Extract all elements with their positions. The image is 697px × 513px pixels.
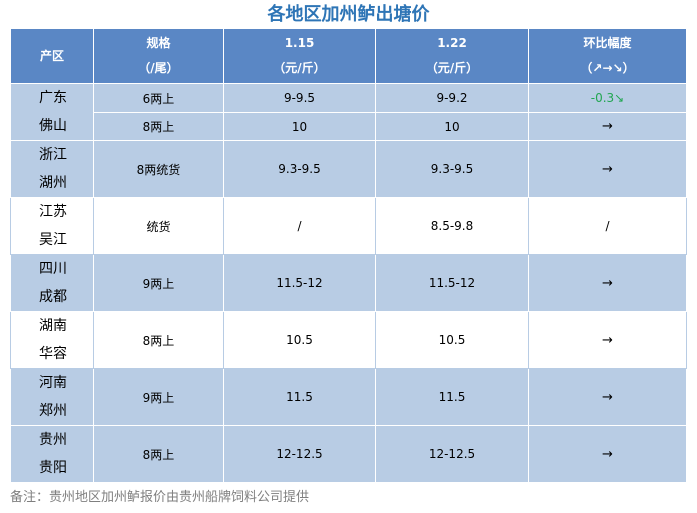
region-province: 浙江: [39, 147, 67, 163]
change-cell: →: [528, 368, 687, 426]
change-cell: →: [528, 254, 687, 312]
price2-cell: 11.5: [375, 368, 529, 426]
change-cell: -0.3↘: [528, 82, 687, 114]
region-province: 广东: [39, 90, 67, 106]
spec-cell: 8两上: [93, 112, 224, 141]
price-table: 产区 规格 （/尾） 1.15 （元/斤） 1.22 （元/斤） 环比幅度 （↗…: [10, 28, 687, 483]
header-spec-title: 规格: [146, 36, 171, 50]
region-cell: 贵州 贵阳: [10, 425, 94, 483]
header-change-unit: （↗→↘）: [580, 61, 635, 75]
spec-cell: 8两上: [93, 311, 224, 369]
spec-cell: 统货: [93, 197, 224, 255]
region-cell: 浙江 湖州: [10, 140, 94, 198]
price2-cell: 9.3-9.5: [375, 140, 529, 198]
price2-cell: 10: [375, 112, 529, 141]
price1-cell: 9-9.5: [223, 82, 376, 114]
region-province: 河南: [39, 375, 67, 391]
table-row: 河南 郑州 9两上 11.5 11.5 →: [10, 368, 687, 426]
spec-cell: 8两上: [93, 425, 224, 483]
region-city: 吴江: [39, 232, 67, 248]
region-cell: 江苏 吴江: [10, 197, 94, 255]
region-cell: 湖南 华容: [10, 311, 94, 369]
price2-cell: 12-12.5: [375, 425, 529, 483]
header-region: 产区: [10, 28, 94, 84]
price2-cell: 11.5-12: [375, 254, 529, 312]
change-cell: →: [528, 140, 687, 198]
region-city: 湖州: [39, 175, 67, 191]
region-city: 贵阳: [39, 460, 67, 476]
spec-cell: 6两上: [93, 82, 224, 114]
price1-cell: 11.5: [223, 368, 376, 426]
region-cell: 四川 成都: [10, 254, 94, 312]
header-change-title: 环比幅度: [583, 36, 632, 50]
price2-cell: 9-9.2: [375, 82, 529, 114]
footnote: 备注：贵州地区加州鲈报价由贵州船牌饲料公司提供: [10, 490, 310, 505]
header-date1-unit: （元/斤）: [273, 61, 326, 75]
region-cell: 河南 郑州: [10, 368, 94, 426]
price1-cell: 12-12.5: [223, 425, 376, 483]
change-cell: →: [528, 311, 687, 369]
region-province: 四川: [39, 261, 67, 277]
spec-cell: 9两上: [93, 254, 224, 312]
header-spec: 规格 （/尾）: [93, 28, 224, 84]
header-spec-unit: （/尾）: [138, 61, 179, 75]
price1-cell: 9.3-9.5: [223, 140, 376, 198]
header-change: 环比幅度 （↗→↘）: [528, 28, 687, 84]
header-date1: 1.15 （元/斤）: [223, 28, 376, 84]
price1-cell: /: [223, 197, 376, 255]
price1-cell: 10: [223, 112, 376, 141]
region-city: 华容: [39, 346, 67, 362]
table-row: 江苏 吴江 统货 / 8.5-9.8 /: [10, 197, 687, 255]
region-city: 郑州: [39, 403, 67, 419]
region-province: 湖南: [39, 318, 67, 334]
change-cell: →: [528, 112, 687, 141]
region-province: 贵州: [39, 432, 67, 448]
change-cell: →: [528, 425, 687, 483]
spec-cell: 9两上: [93, 368, 224, 426]
table-row: 四川 成都 9两上 11.5-12 11.5-12 →: [10, 254, 687, 312]
price2-cell: 8.5-9.8: [375, 197, 529, 255]
table-header-row: 产区 规格 （/尾） 1.15 （元/斤） 1.22 （元/斤） 环比幅度 （↗…: [10, 28, 687, 84]
change-cell: /: [528, 197, 687, 255]
table-row: 湖南 华容 8两上 10.5 10.5 →: [10, 311, 687, 369]
price1-cell: 11.5-12: [223, 254, 376, 312]
table-row: 8两上 10 10 →: [11, 112, 687, 141]
price1-cell: 10.5: [223, 311, 376, 369]
spec-cell: 8两统货: [93, 140, 224, 198]
region-cell: 广东 佛山: [10, 83, 94, 141]
region-province: 江苏: [39, 204, 67, 220]
header-date2: 1.22 （元/斤）: [375, 28, 529, 84]
table-row: 贵州 贵阳 8两上 12-12.5 12-12.5 →: [10, 425, 687, 483]
page-title: 各地区加州鲈出塘价: [267, 4, 430, 25]
region-city: 成都: [39, 289, 67, 305]
table-row: 浙江 湖州 8两统货 9.3-9.5 9.3-9.5 →: [10, 140, 687, 198]
header-date2-title: 1.22: [437, 36, 467, 50]
table-row: 广东 佛山 6两上 9-9.5 9-9.2 -0.3↘: [10, 82, 687, 141]
header-date2-unit: （元/斤）: [425, 61, 479, 75]
header-date1-title: 1.15: [284, 36, 315, 50]
price2-cell: 10.5: [375, 311, 529, 369]
region-city: 佛山: [39, 118, 67, 134]
